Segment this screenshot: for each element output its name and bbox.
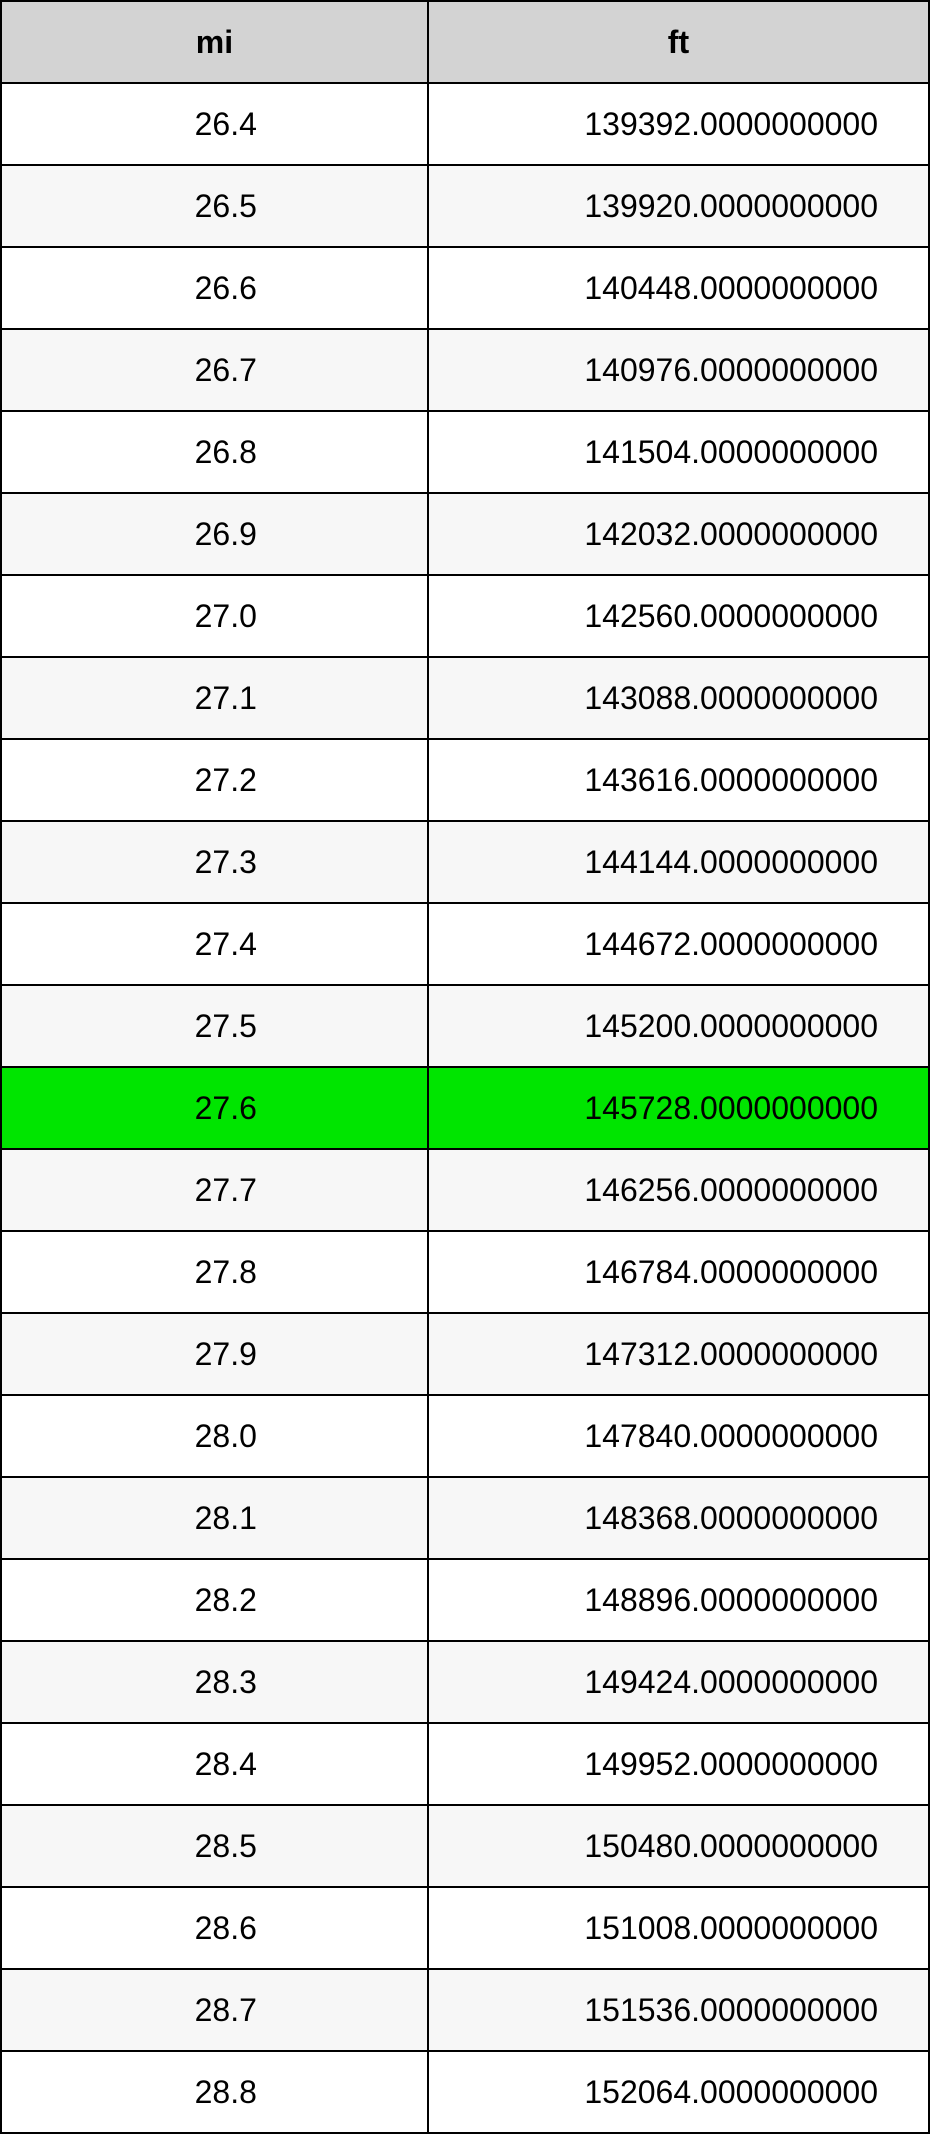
cell-ft: 142560.0000000000 — [428, 575, 929, 657]
cell-mi: 27.4 — [1, 903, 428, 985]
cell-mi: 26.4 — [1, 83, 428, 165]
column-header-mi: mi — [1, 1, 428, 83]
cell-mi: 27.9 — [1, 1313, 428, 1395]
table-row: 26.8141504.0000000000 — [1, 411, 929, 493]
table-row: 27.8146784.0000000000 — [1, 1231, 929, 1313]
cell-ft: 148896.0000000000 — [428, 1559, 929, 1641]
cell-ft: 145200.0000000000 — [428, 985, 929, 1067]
cell-ft: 140976.0000000000 — [428, 329, 929, 411]
table-row: 26.5139920.0000000000 — [1, 165, 929, 247]
table-row: 28.4149952.0000000000 — [1, 1723, 929, 1805]
cell-mi: 27.0 — [1, 575, 428, 657]
table-row: 27.5145200.0000000000 — [1, 985, 929, 1067]
cell-mi: 27.5 — [1, 985, 428, 1067]
table-row: 27.6145728.0000000000 — [1, 1067, 929, 1149]
table-row: 26.6140448.0000000000 — [1, 247, 929, 329]
table-row: 28.1148368.0000000000 — [1, 1477, 929, 1559]
cell-mi: 27.2 — [1, 739, 428, 821]
column-header-ft: ft — [428, 1, 929, 83]
table-row: 28.7151536.0000000000 — [1, 1969, 929, 2051]
cell-ft: 151008.0000000000 — [428, 1887, 929, 1969]
table-header-row: mi ft — [1, 1, 929, 83]
cell-mi: 27.8 — [1, 1231, 428, 1313]
table-row: 27.9147312.0000000000 — [1, 1313, 929, 1395]
table-row: 26.9142032.0000000000 — [1, 493, 929, 575]
cell-mi: 28.3 — [1, 1641, 428, 1723]
cell-mi: 28.2 — [1, 1559, 428, 1641]
cell-ft: 143616.0000000000 — [428, 739, 929, 821]
cell-mi: 26.8 — [1, 411, 428, 493]
cell-mi: 27.7 — [1, 1149, 428, 1231]
conversion-table: mi ft 26.4139392.000000000026.5139920.00… — [0, 0, 930, 2134]
cell-ft: 144672.0000000000 — [428, 903, 929, 985]
table-row: 27.4144672.0000000000 — [1, 903, 929, 985]
cell-mi: 26.9 — [1, 493, 428, 575]
cell-ft: 139392.0000000000 — [428, 83, 929, 165]
cell-mi: 28.8 — [1, 2051, 428, 2133]
cell-ft: 149952.0000000000 — [428, 1723, 929, 1805]
cell-ft: 147312.0000000000 — [428, 1313, 929, 1395]
cell-ft: 144144.0000000000 — [428, 821, 929, 903]
cell-ft: 148368.0000000000 — [428, 1477, 929, 1559]
cell-ft: 151536.0000000000 — [428, 1969, 929, 2051]
cell-mi: 27.6 — [1, 1067, 428, 1149]
table-row: 27.7146256.0000000000 — [1, 1149, 929, 1231]
table-row: 28.3149424.0000000000 — [1, 1641, 929, 1723]
cell-ft: 150480.0000000000 — [428, 1805, 929, 1887]
table-row: 28.8152064.0000000000 — [1, 2051, 929, 2133]
cell-mi: 28.1 — [1, 1477, 428, 1559]
cell-mi: 26.5 — [1, 165, 428, 247]
cell-ft: 149424.0000000000 — [428, 1641, 929, 1723]
conversion-table-container: mi ft 26.4139392.000000000026.5139920.00… — [0, 0, 930, 2134]
cell-ft: 146256.0000000000 — [428, 1149, 929, 1231]
table-body: 26.4139392.000000000026.5139920.00000000… — [1, 83, 929, 2133]
cell-ft: 139920.0000000000 — [428, 165, 929, 247]
cell-ft: 152064.0000000000 — [428, 2051, 929, 2133]
cell-mi: 26.6 — [1, 247, 428, 329]
table-row: 27.3144144.0000000000 — [1, 821, 929, 903]
table-row: 26.4139392.0000000000 — [1, 83, 929, 165]
table-row: 28.2148896.0000000000 — [1, 1559, 929, 1641]
cell-mi: 27.3 — [1, 821, 428, 903]
cell-mi: 26.7 — [1, 329, 428, 411]
table-row: 27.0142560.0000000000 — [1, 575, 929, 657]
cell-mi: 28.6 — [1, 1887, 428, 1969]
cell-mi: 28.5 — [1, 1805, 428, 1887]
table-row: 26.7140976.0000000000 — [1, 329, 929, 411]
cell-mi: 28.7 — [1, 1969, 428, 2051]
cell-ft: 143088.0000000000 — [428, 657, 929, 739]
cell-mi: 28.0 — [1, 1395, 428, 1477]
cell-ft: 145728.0000000000 — [428, 1067, 929, 1149]
cell-mi: 28.4 — [1, 1723, 428, 1805]
cell-ft: 146784.0000000000 — [428, 1231, 929, 1313]
cell-ft: 140448.0000000000 — [428, 247, 929, 329]
table-row: 28.0147840.0000000000 — [1, 1395, 929, 1477]
cell-ft: 147840.0000000000 — [428, 1395, 929, 1477]
table-row: 28.6151008.0000000000 — [1, 1887, 929, 1969]
table-row: 28.5150480.0000000000 — [1, 1805, 929, 1887]
cell-mi: 27.1 — [1, 657, 428, 739]
table-row: 27.1143088.0000000000 — [1, 657, 929, 739]
cell-ft: 141504.0000000000 — [428, 411, 929, 493]
cell-ft: 142032.0000000000 — [428, 493, 929, 575]
table-row: 27.2143616.0000000000 — [1, 739, 929, 821]
